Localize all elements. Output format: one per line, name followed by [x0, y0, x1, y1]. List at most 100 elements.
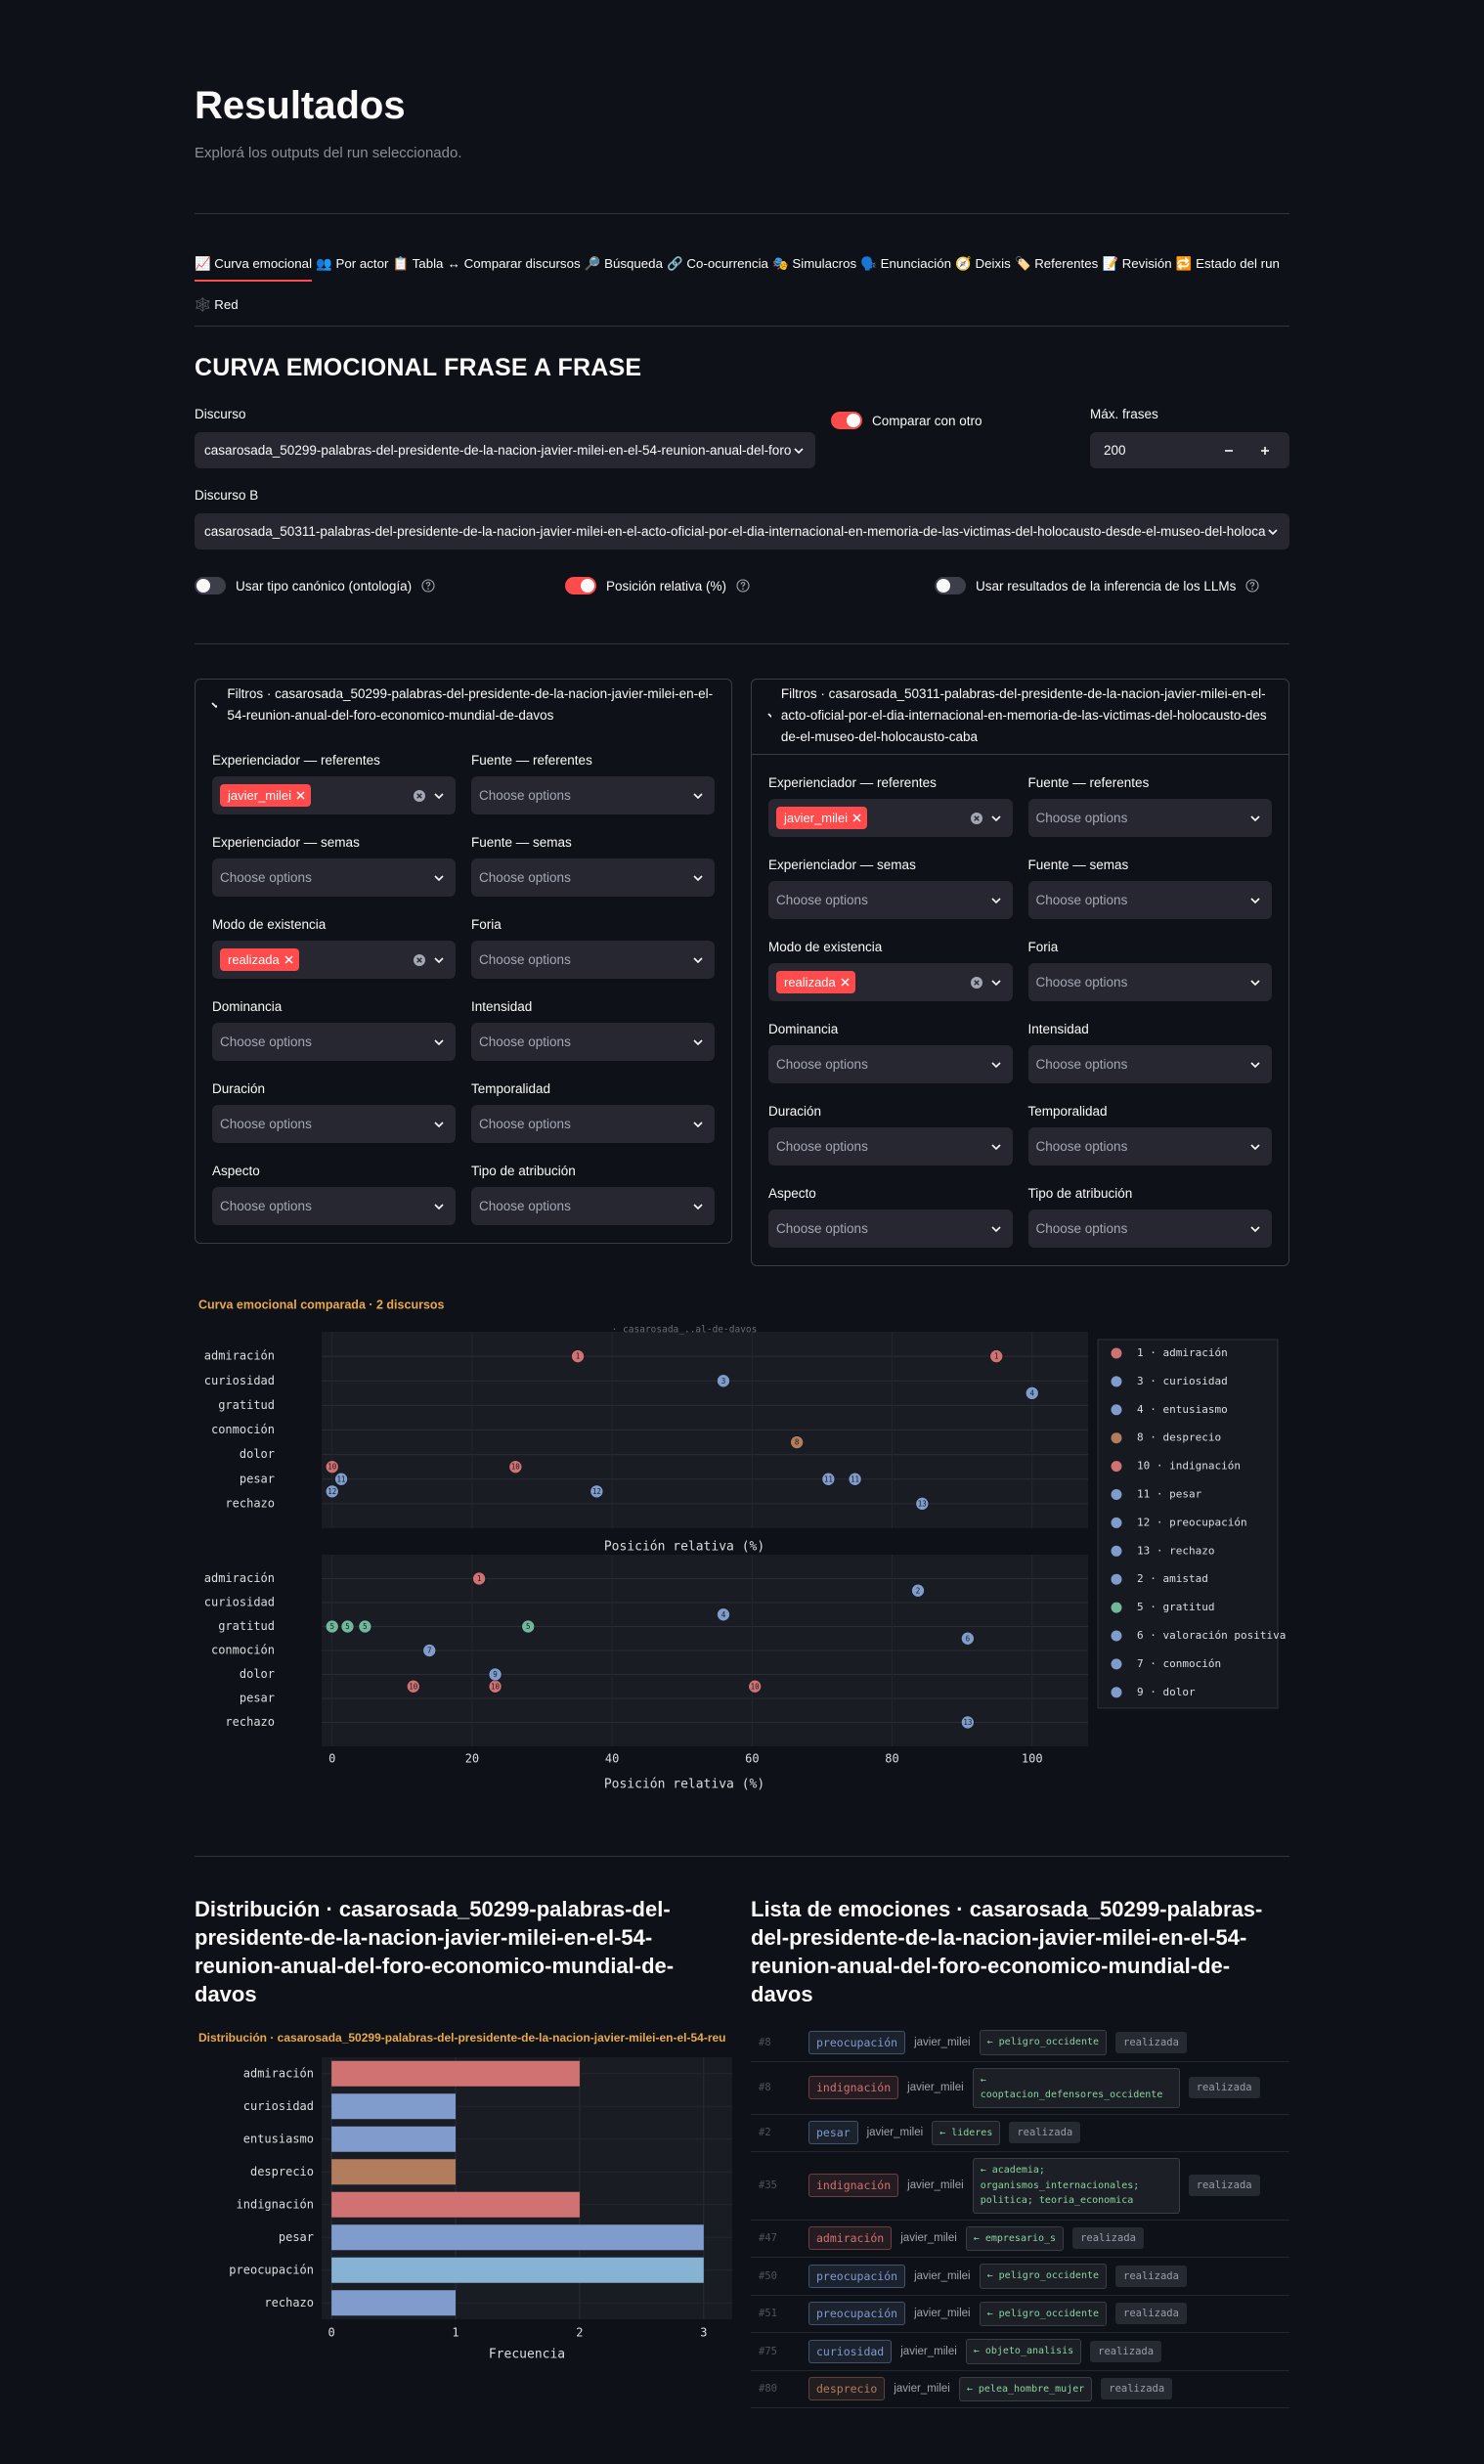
- select-value: casarosada_50311-palabras-del-presidente…: [204, 524, 1266, 539]
- point-label: 4: [1029, 1388, 1034, 1397]
- tab[interactable]: 🔎 Búsqueda: [584, 256, 663, 271]
- multiselect[interactable]: Choose options: [471, 776, 715, 814]
- selected-tag[interactable]: javier_milei: [220, 784, 312, 807]
- status: realizada: [1090, 2340, 1162, 2362]
- tab[interactable]: 📋 Tabla: [392, 256, 444, 271]
- point-label: 3: [721, 1377, 726, 1386]
- tab[interactable]: 🔗 Co-ocurrencia: [667, 256, 768, 271]
- multiselect[interactable]: realizada: [768, 963, 1013, 1001]
- y-tick-label: pesar: [240, 1472, 275, 1485]
- multiselect[interactable]: Choose options: [1027, 881, 1272, 919]
- selected-tag[interactable]: realizada: [776, 971, 855, 993]
- expander-header[interactable]: Filtros · casarosada_50311-palabras-del-…: [752, 680, 1288, 754]
- y-tick-label: dolor: [240, 1447, 275, 1461]
- multiselect[interactable]: Choose options: [768, 1210, 1013, 1248]
- toggle[interactable]: Posición relativa (%): [565, 577, 750, 594]
- multiselect[interactable]: javier_milei: [212, 776, 456, 814]
- switch[interactable]: [565, 577, 596, 594]
- multiselect[interactable]: Choose options: [212, 1187, 456, 1225]
- select[interactable]: casarosada_50299-palabras-del-presidente…: [195, 432, 815, 468]
- multiselect[interactable]: Choose options: [768, 1127, 1013, 1166]
- toggle[interactable]: Comparar con otro: [831, 412, 982, 429]
- multiselect[interactable]: javier_milei: [768, 799, 1013, 837]
- tag-remove[interactable]: [841, 978, 850, 987]
- multiselect[interactable]: Choose options: [471, 1023, 715, 1061]
- tab[interactable]: 👥 Por actor: [316, 256, 389, 271]
- tab[interactable]: 🎭 Simulacros: [772, 256, 857, 271]
- multiselect[interactable]: Choose options: [212, 1105, 456, 1143]
- y-tick-label: desprecio: [250, 2165, 314, 2178]
- filter-field: Temporalidad Choose options: [1027, 1102, 1272, 1166]
- clear[interactable]: [413, 953, 426, 967]
- multiselect[interactable]: Choose options: [1027, 1127, 1272, 1166]
- tab[interactable]: 📈 Curva emocional: [195, 256, 313, 282]
- list-row: #51 preocupación javier_milei ← peligro_occ…: [751, 2296, 1289, 2333]
- clear[interactable]: [413, 789, 426, 803]
- data-point: [1025, 1386, 1039, 1400]
- multiselect[interactable]: Choose options: [471, 858, 715, 897]
- tab[interactable]: 🔁 Estado del run: [1175, 256, 1280, 271]
- field-label: Fuente — referentes: [1027, 775, 1150, 790]
- multiselect[interactable]: Choose options: [1027, 1045, 1272, 1083]
- tag-remove[interactable]: [852, 814, 861, 822]
- tab[interactable]: 📝 Revisión: [1102, 256, 1172, 271]
- help[interactable]: [736, 579, 750, 593]
- help[interactable]: [1245, 579, 1259, 593]
- data-point: [488, 1667, 502, 1682]
- stepper[interactable]: [1201, 441, 1280, 461]
- y-tick-label: gratitud: [218, 1398, 275, 1412]
- point-label: 1: [477, 1574, 482, 1583]
- tag-remove[interactable]: [296, 791, 305, 800]
- multiselect[interactable]: Choose options: [471, 1187, 715, 1225]
- multiselect[interactable]: realizada: [212, 941, 456, 979]
- toggle[interactable]: Usar resultados de la inferencia de los …: [935, 577, 1259, 594]
- field-label: Foria: [1027, 940, 1059, 954]
- multiselect[interactable]: Choose options: [768, 1045, 1013, 1083]
- multiselect[interactable]: Choose options: [1027, 963, 1272, 1001]
- referents: ← pelea_hombre_mujer: [958, 2376, 1093, 2401]
- list-row: #75 curiosidad javier_milei ← objeto_analis…: [751, 2333, 1289, 2371]
- placeholder: Choose options: [1035, 975, 1128, 990]
- number-input[interactable]: 200: [1090, 432, 1289, 468]
- chevron: [990, 979, 1001, 986]
- multiselect[interactable]: Choose options: [1027, 1210, 1272, 1248]
- toggle[interactable]: Usar tipo canónico (ontología): [195, 577, 435, 594]
- legend-label: 11 · pesar: [1137, 1488, 1202, 1501]
- tab[interactable]: 🧭 Deixis: [955, 256, 1011, 271]
- switch[interactable]: [831, 412, 862, 429]
- tag-remove[interactable]: [284, 955, 293, 964]
- chevron: [990, 1143, 1001, 1150]
- filter-field: Foria Choose options: [1027, 938, 1272, 1001]
- filter-grid: Experienciador — referentes javier_milei F…: [752, 754, 1288, 1265]
- multiselect[interactable]: Choose options: [1027, 799, 1272, 837]
- selected-tag[interactable]: realizada: [220, 948, 299, 971]
- field-label: Intensidad: [471, 999, 533, 1014]
- tab[interactable]: 🏷️ Referentes: [1014, 256, 1099, 271]
- x-axis-title: Posición relativa (%): [604, 1540, 764, 1555]
- help[interactable]: [421, 579, 435, 593]
- tab[interactable]: 🗣️ Enunciación: [860, 256, 952, 271]
- multiselect[interactable]: Choose options: [212, 1023, 456, 1061]
- point-label: 1: [994, 1352, 999, 1361]
- multiselect[interactable]: Choose options: [471, 1105, 715, 1143]
- tab[interactable]: 🕸️ Red: [195, 297, 239, 312]
- selected-tag[interactable]: javier_milei: [776, 807, 868, 829]
- clear[interactable]: [970, 812, 983, 825]
- legend-label: 7 · conmoción: [1137, 1657, 1221, 1670]
- clear[interactable]: [970, 976, 983, 990]
- multiselect[interactable]: Choose options: [471, 941, 715, 979]
- status: realizada: [1115, 2031, 1187, 2053]
- multiselect[interactable]: Choose options: [212, 858, 456, 897]
- expander-header[interactable]: Filtros · casarosada_50299-palabras-del-…: [196, 680, 731, 732]
- divider: [195, 326, 1289, 327]
- switch[interactable]: [195, 577, 226, 594]
- chart-title: Distribución · casarosada_50299-palabras…: [198, 2031, 726, 2045]
- select[interactable]: casarosada_50311-palabras-del-presidente…: [195, 513, 1289, 550]
- multiselect[interactable]: Choose options: [768, 881, 1013, 919]
- tab[interactable]: ↔ Comparar discursos: [447, 256, 581, 271]
- chevron: [1250, 1143, 1260, 1150]
- switch[interactable]: [935, 577, 966, 594]
- emotion-tag: indignación: [808, 2076, 899, 2099]
- point-label: 10: [491, 1682, 501, 1691]
